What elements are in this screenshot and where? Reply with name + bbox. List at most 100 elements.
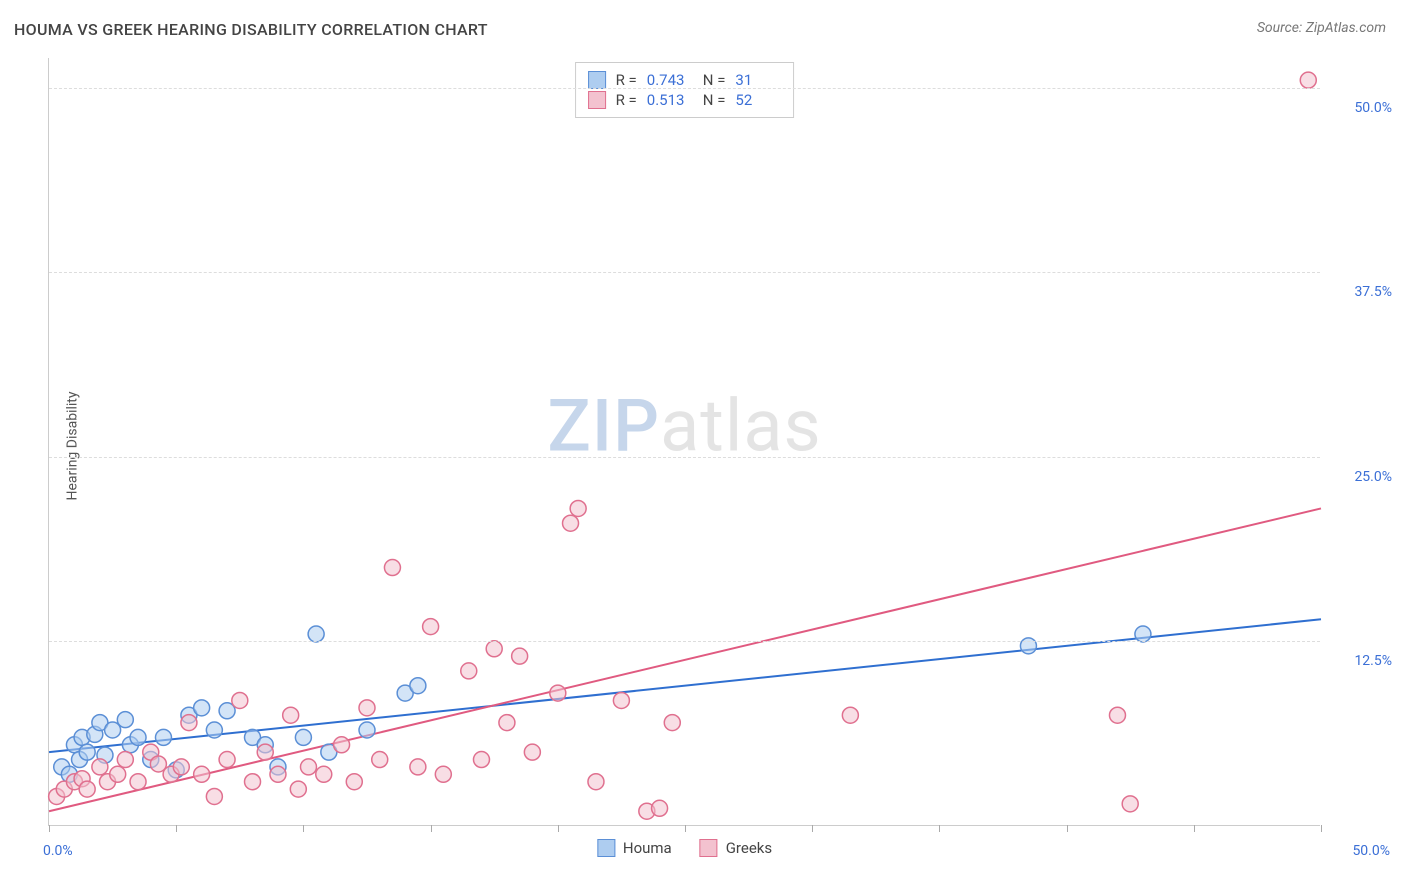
source-label: Source: ZipAtlas.com: [1257, 20, 1386, 36]
scatter-point: [194, 700, 210, 716]
scatter-point: [1122, 796, 1138, 812]
legend-stats: R = 0.743 N = 31 R = 0.513 N = 52: [575, 62, 795, 118]
x-tick: [49, 825, 50, 832]
x-tick: [1194, 825, 1195, 832]
scatter-point: [842, 707, 858, 723]
y-tick-label: 12.5%: [1354, 653, 1392, 669]
gridline: [49, 88, 1320, 89]
scatter-point: [206, 722, 222, 738]
x-tick: [1067, 825, 1068, 832]
chart-title: HOUMA VS GREEK HEARING DISABILITY CORREL…: [14, 20, 488, 39]
scatter-point: [550, 685, 566, 701]
y-tick-label: 37.5%: [1354, 284, 1392, 300]
legend-stats-row: R = 0.743 N = 31: [588, 71, 782, 89]
x-tick-label: 0.0%: [43, 843, 73, 859]
x-tick: [431, 825, 432, 832]
legend-swatch: [700, 839, 718, 857]
scatter-point: [664, 715, 680, 731]
scatter-point: [130, 729, 146, 745]
scatter-point: [290, 781, 306, 797]
y-tick-label: 50.0%: [1354, 100, 1392, 116]
legend-series: Houma Greeks: [597, 839, 772, 857]
trend-line: [49, 619, 1321, 752]
gridline: [49, 457, 1320, 458]
scatter-point: [461, 663, 477, 679]
x-tick: [939, 825, 940, 832]
y-tick-label: 25.0%: [1354, 469, 1392, 485]
scatter-point: [110, 766, 126, 782]
x-tick: [303, 825, 304, 832]
scatter-point: [410, 759, 426, 775]
scatter-point: [79, 744, 95, 760]
x-tick: [1321, 825, 1322, 832]
legend-r-value: 0.513: [647, 91, 693, 109]
scatter-point: [372, 752, 388, 768]
scatter-point: [512, 648, 528, 664]
legend-series-label: Houma: [623, 839, 672, 857]
scatter-point: [524, 744, 540, 760]
scatter-point: [1135, 626, 1151, 642]
scatter-point: [295, 729, 311, 745]
x-tick: [176, 825, 177, 832]
x-tick: [558, 825, 559, 832]
scatter-point: [588, 774, 604, 790]
gridline: [49, 272, 1320, 273]
scatter-point: [613, 692, 629, 708]
scatter-point: [316, 766, 332, 782]
legend-swatch: [588, 71, 606, 89]
legend-n-label: N =: [703, 71, 726, 89]
scatter-point: [117, 712, 133, 728]
chart-plot-area: ZIPatlas R =0.743N =31R =0.513N =52 Houm…: [48, 58, 1320, 826]
scatter-point: [423, 619, 439, 635]
scatter-point: [652, 800, 668, 816]
scatter-point: [181, 715, 197, 731]
legend-r-label: R =: [616, 71, 637, 89]
scatter-point: [499, 715, 515, 731]
scatter-point: [359, 700, 375, 716]
scatter-point: [130, 774, 146, 790]
scatter-point: [563, 515, 579, 531]
scatter-point: [410, 678, 426, 694]
x-tick-label: 50.0%: [1352, 843, 1390, 859]
x-tick: [812, 825, 813, 832]
scatter-point: [92, 759, 108, 775]
legend-n-label: N =: [703, 91, 726, 109]
scatter-point: [346, 774, 362, 790]
scatter-point: [1109, 707, 1125, 723]
scatter-point: [435, 766, 451, 782]
scatter-point: [245, 774, 261, 790]
legend-stats-row: R = 0.513 N = 52: [588, 91, 782, 109]
scatter-point: [308, 626, 324, 642]
scatter-point: [219, 752, 235, 768]
scatter-point: [206, 788, 222, 804]
legend-swatch: [597, 839, 615, 857]
scatter-point: [283, 707, 299, 723]
scatter-point: [570, 500, 586, 516]
scatter-point: [1300, 72, 1316, 88]
scatter-point: [117, 752, 133, 768]
scatter-point: [270, 766, 286, 782]
legend-n-value: 52: [735, 91, 781, 109]
trend-line: [49, 508, 1321, 811]
x-tick: [685, 825, 686, 832]
scatter-svg: [49, 58, 1320, 825]
legend-r-label: R =: [616, 91, 637, 109]
scatter-point: [359, 722, 375, 738]
scatter-point: [384, 560, 400, 576]
scatter-point: [173, 759, 189, 775]
scatter-point: [486, 641, 502, 657]
scatter-point: [194, 766, 210, 782]
scatter-point: [1020, 638, 1036, 654]
scatter-point: [300, 759, 316, 775]
legend-swatch: [588, 91, 606, 109]
scatter-point: [334, 737, 350, 753]
legend-series-item: Greeks: [700, 839, 772, 857]
legend-r-value: 0.743: [647, 71, 693, 89]
scatter-point: [257, 744, 273, 760]
scatter-point: [473, 752, 489, 768]
legend-series-item: Houma: [597, 839, 672, 857]
scatter-point: [79, 781, 95, 797]
gridline: [49, 641, 1320, 642]
legend-n-value: 31: [735, 71, 781, 89]
scatter-point: [155, 729, 171, 745]
